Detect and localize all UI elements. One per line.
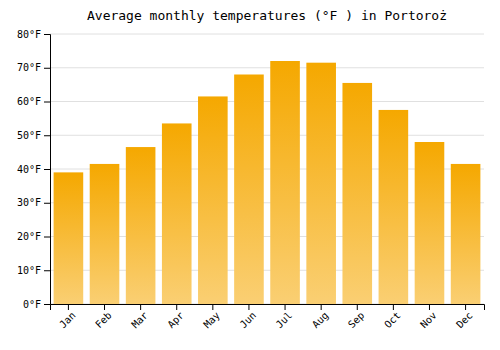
grid-line	[50, 135, 484, 136]
bar	[90, 164, 120, 304]
y-tick: 80°F	[17, 29, 50, 40]
bar	[198, 96, 228, 304]
y-tick-mark	[44, 135, 50, 136]
y-tick: 10°F	[17, 265, 50, 276]
bar	[126, 147, 156, 304]
x-tick-label: Aug	[310, 310, 331, 331]
bar	[162, 123, 192, 304]
x-tick-mark	[285, 304, 286, 310]
chart-svg: 0°F 10°F 20°F 30°F 40°F 50°F 60°F 70°F 80°F Jan Fe…	[0, 0, 500, 350]
chart-container: 0°F 10°F 20°F 30°F 40°F 50°F 60°F 70°F 80°F Jan Fe…	[0, 0, 500, 350]
bar	[306, 63, 336, 304]
y-tick-label: 70°F	[17, 62, 41, 73]
x-tick-label: Jan	[57, 310, 78, 331]
bar	[234, 75, 264, 305]
y-tick-mark	[44, 68, 50, 69]
bar	[379, 110, 409, 304]
x-tick-mark	[357, 304, 358, 310]
y-tick-mark	[44, 169, 50, 170]
y-tick: 60°F	[17, 96, 50, 107]
bar	[342, 83, 372, 304]
x-tick: Dec	[454, 304, 475, 330]
y-tick-mark	[44, 203, 50, 204]
x-tick-label: Apr	[165, 310, 186, 331]
y-tick-label: 50°F	[17, 130, 41, 141]
y-tick: 30°F	[17, 197, 50, 208]
x-tick-label: Nov	[418, 310, 439, 331]
bar	[415, 142, 445, 304]
x-tick-mark	[248, 304, 249, 310]
x-tick-label: Dec	[454, 310, 475, 331]
x-tick-label: Oct	[382, 310, 403, 331]
y-tick-mark	[44, 304, 50, 305]
y-tick-label: 80°F	[17, 29, 41, 40]
y-tick: 50°F	[17, 130, 50, 141]
x-axis: Jan Feb Mar Apr May Jun Jul Aug Sep Oct Nov Dec	[51, 304, 485, 330]
x-tick-mark	[429, 304, 430, 310]
bar	[451, 164, 481, 304]
grid-line	[50, 67, 484, 68]
y-tick-label: 20°F	[17, 231, 41, 242]
x-tick-label: Jun	[238, 310, 259, 331]
x-tick-mark	[465, 304, 466, 310]
x-tick: Apr	[165, 304, 186, 330]
y-tick: 20°F	[17, 231, 50, 242]
x-tick: Oct	[382, 304, 403, 330]
x-tick-mark	[393, 304, 394, 310]
y-tick-label: 30°F	[17, 197, 41, 208]
x-tick: Sep	[346, 304, 367, 330]
x-tick-label: Sep	[346, 310, 367, 331]
x-tick-mark	[140, 304, 141, 310]
x-tick-mark	[176, 304, 177, 310]
bar	[270, 61, 300, 304]
x-tick-label: Jul	[274, 310, 295, 331]
y-axis-line	[44, 35, 51, 305]
x-tick: Jan	[57, 304, 78, 330]
y-tick-label: 40°F	[17, 164, 41, 175]
x-tick-mark	[321, 304, 322, 310]
x-tick-mark	[68, 304, 69, 310]
x-tick: Jun	[238, 304, 259, 330]
grid	[50, 34, 484, 304]
x-axis-line	[51, 305, 485, 311]
y-tick: 0°F	[23, 299, 50, 310]
x-tick: May	[201, 304, 222, 330]
x-tick-label: Mar	[129, 310, 150, 331]
x-tick-mark	[104, 304, 105, 310]
y-tick-mark	[44, 102, 50, 103]
grid-line	[50, 34, 484, 35]
x-tick-label: Feb	[93, 310, 114, 331]
title: Average monthly temperatures (°F ) in Po…	[87, 8, 447, 23]
y-tick-mark	[44, 34, 50, 35]
x-tick: Nov	[418, 304, 439, 330]
y-tick-label: 60°F	[17, 96, 41, 107]
x-tick: Feb	[93, 304, 114, 330]
y-tick-label: 0°F	[23, 299, 41, 310]
y-tick-mark	[44, 270, 50, 271]
y-tick: 40°F	[17, 164, 50, 175]
x-tick-label: May	[201, 310, 222, 331]
x-tick: Jul	[274, 304, 295, 330]
y-tick-mark	[44, 237, 50, 238]
plot: 0°F 10°F 20°F 30°F 40°F 50°F 60°F 70°F 80°F Jan Fe…	[17, 29, 485, 331]
y-tick: 70°F	[17, 62, 50, 73]
bars	[54, 61, 481, 304]
x-tick: Mar	[129, 304, 150, 330]
x-tick: Aug	[310, 304, 331, 330]
x-tick-mark	[212, 304, 213, 310]
y-tick-label: 10°F	[17, 265, 41, 276]
bar	[54, 172, 84, 304]
grid-line	[50, 101, 484, 102]
y-axis: 0°F 10°F 20°F 30°F 40°F 50°F 60°F 70°F 80°F	[17, 29, 51, 310]
